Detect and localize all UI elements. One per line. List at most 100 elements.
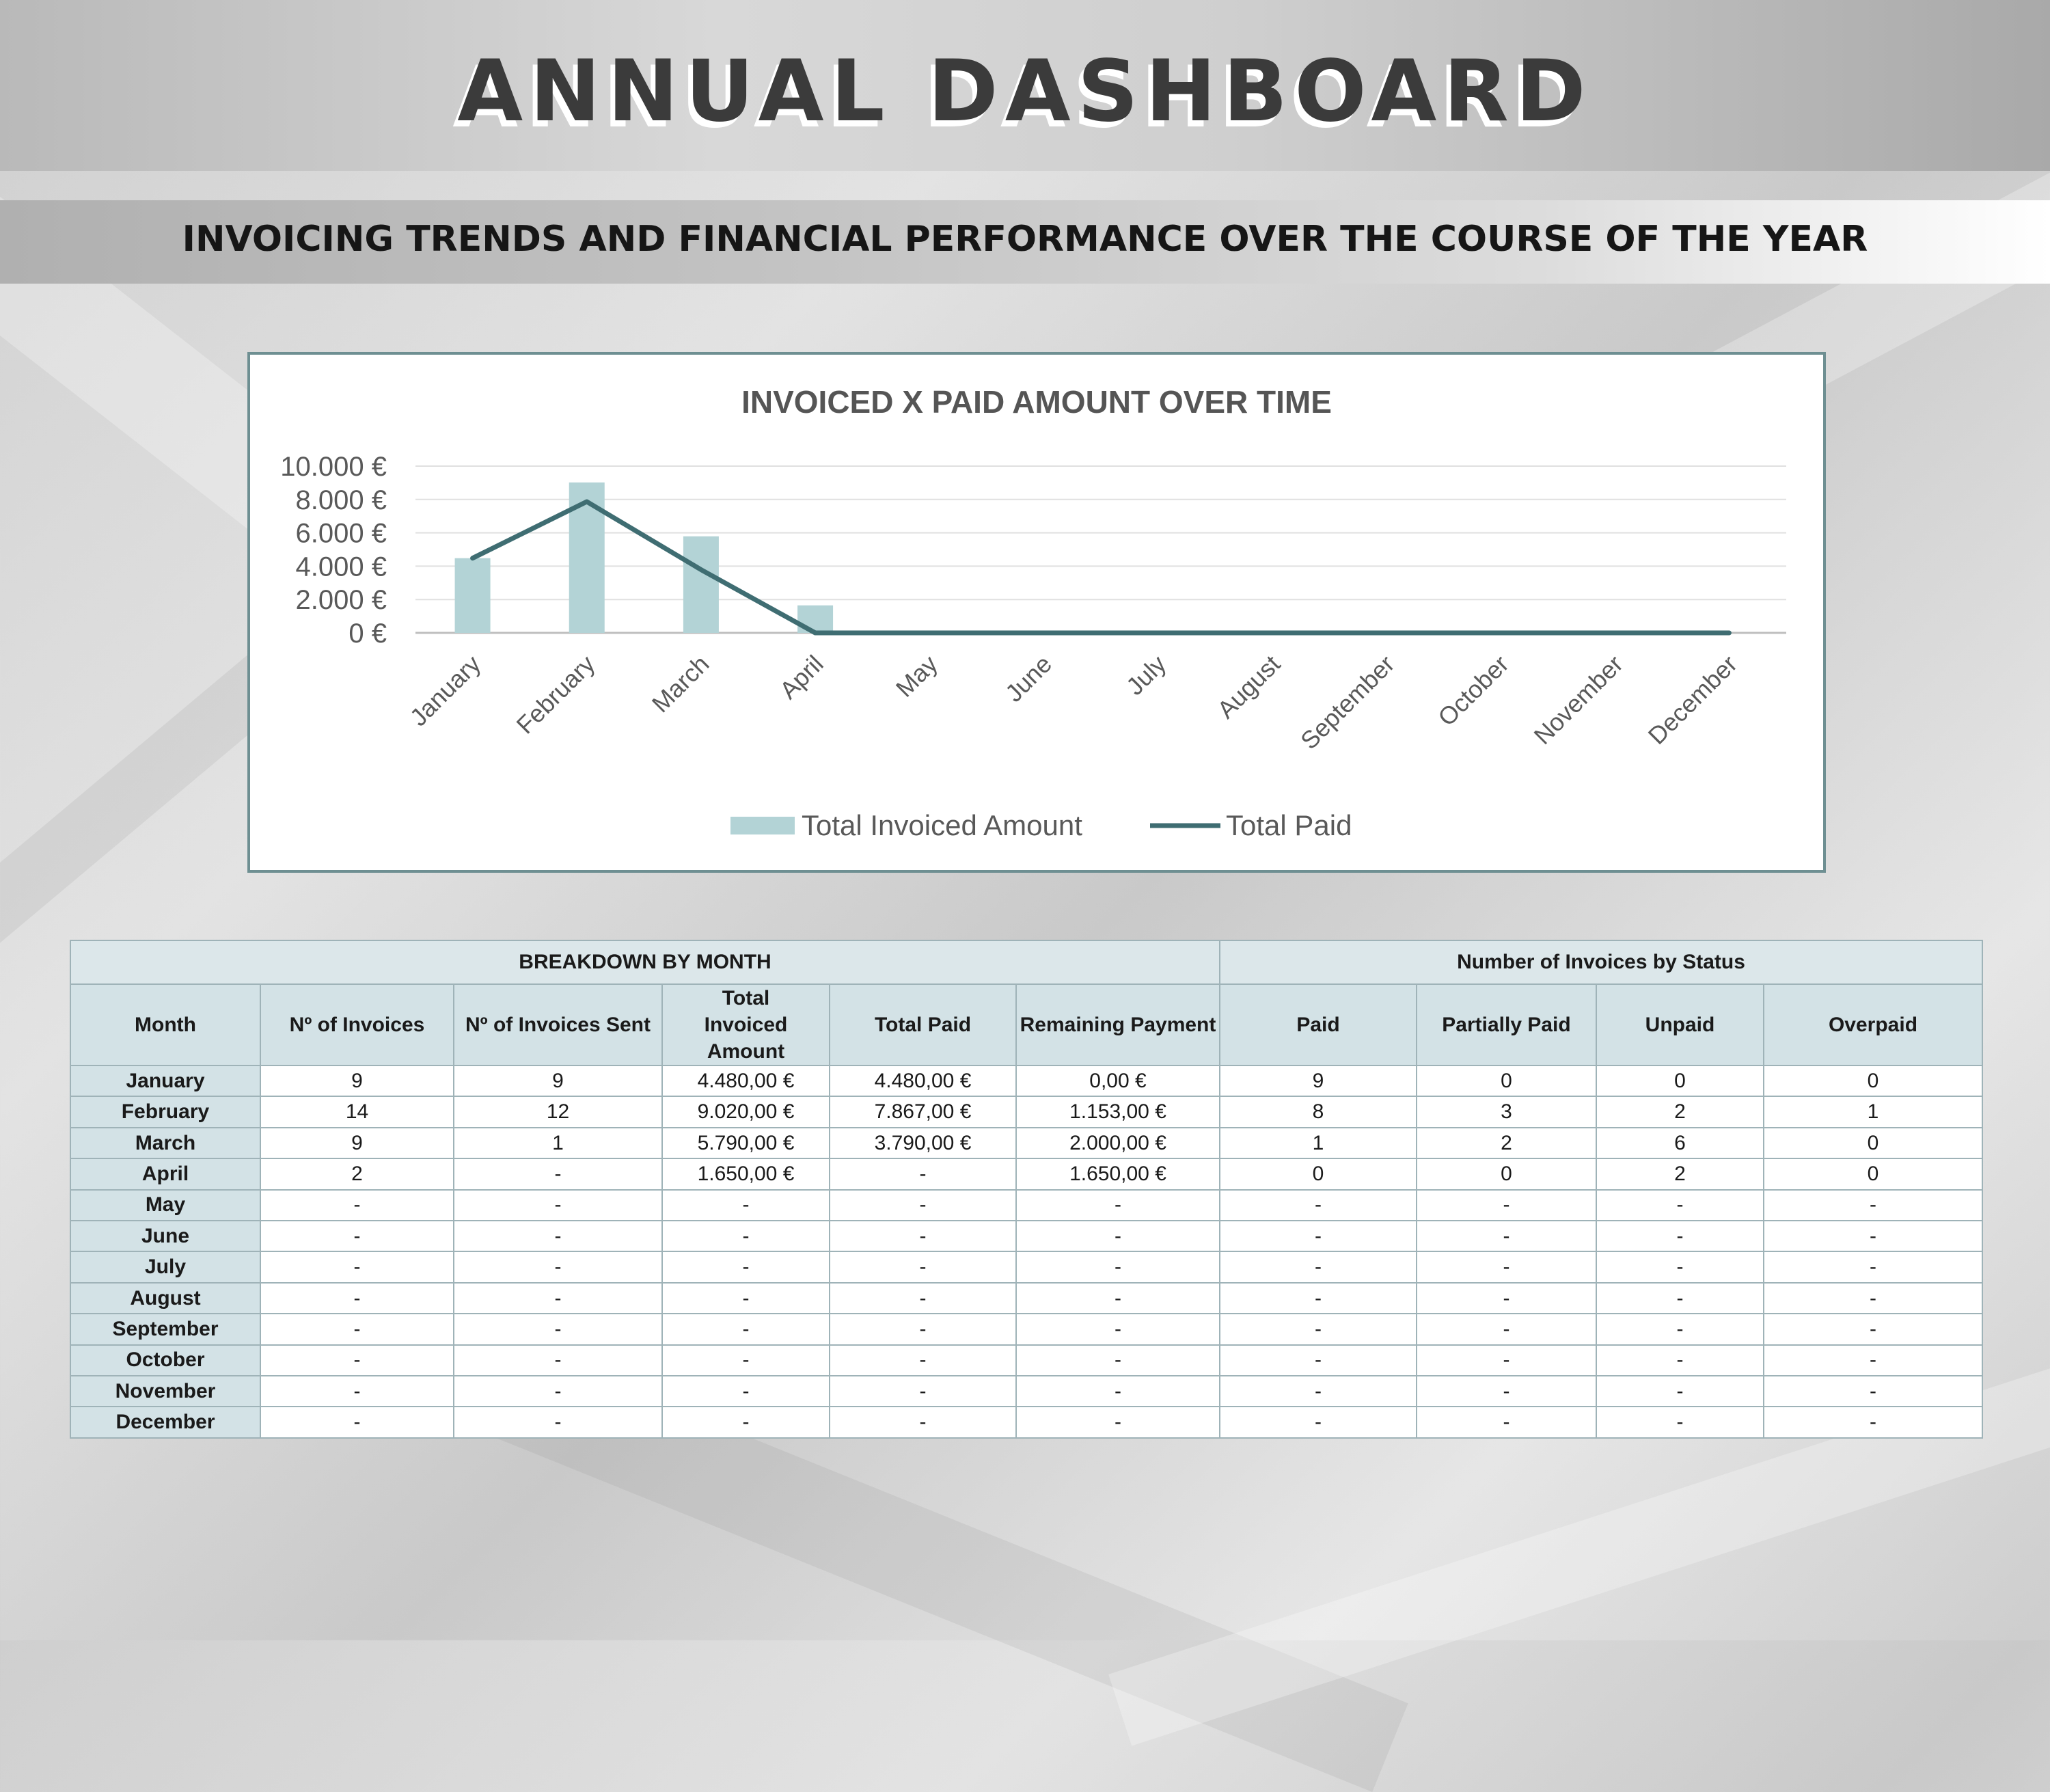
table-cell: - (1219, 1281, 1417, 1315)
series-line-total-paid (470, 499, 1732, 636)
column-header: Month (70, 983, 261, 1066)
table-cell: - (260, 1220, 454, 1253)
table-cell: - (1416, 1313, 1597, 1346)
table-row: November - - - - - - - - - (70, 1375, 1984, 1408)
table-row: February 14 12 9.020,00 €7.867,00 €1.153,00… (70, 1096, 1984, 1128)
table-cell: 3 (1416, 1096, 1597, 1128)
table-cell: 0 (1762, 1126, 1984, 1160)
table-cell: 9 (453, 1064, 663, 1098)
table-cell: 9 (260, 1126, 454, 1160)
table-cell: - (453, 1281, 663, 1315)
table-cell: - (1596, 1251, 1764, 1284)
x-tick-label: July (1121, 650, 1171, 701)
table-cell: 0 (1596, 1064, 1764, 1098)
x-tick-label: March (646, 650, 715, 718)
bar-march (683, 536, 719, 633)
table-cell: - (260, 1251, 454, 1284)
month-cell: November (70, 1375, 261, 1408)
chart-card: INVOICED X PAID AMOUNT OVER TIME 0 € 2.00… (247, 352, 1826, 873)
table-cell: 0 (1762, 1158, 1984, 1191)
x-tick-label: September (1295, 650, 1400, 755)
table-cell: 9 (260, 1064, 454, 1098)
table-cell: - (1416, 1220, 1597, 1253)
line-layer (470, 499, 1732, 636)
table-cell: 0,00 € (1015, 1064, 1220, 1098)
table-cell: 4.480,00 € (661, 1064, 830, 1098)
table-cell: - (661, 1406, 830, 1439)
month-cell: July (70, 1251, 261, 1284)
table-cell: - (1416, 1251, 1597, 1284)
table-cell: - (1762, 1220, 1984, 1253)
table-cell: - (1015, 1251, 1220, 1284)
table-cell: - (661, 1251, 830, 1284)
y-tick-label: 8.000 € (296, 485, 387, 515)
column-header: Total Invoiced Amount (661, 983, 830, 1066)
column-header: Nº of Invoices (260, 983, 454, 1066)
chart-title: INVOICED X PAID AMOUNT OVER TIME (741, 384, 1332, 420)
table-cell: - (1762, 1251, 1984, 1284)
table-cell: 2.000,00 € (1015, 1126, 1220, 1160)
bar-january (454, 558, 491, 633)
table-cell: - (1219, 1220, 1417, 1253)
table-cell: - (453, 1189, 663, 1222)
table-cell: - (661, 1375, 830, 1408)
table-cell: - (829, 1158, 1017, 1191)
table-row: October - - - - - - - - - (70, 1344, 1984, 1377)
table-cell: - (453, 1344, 663, 1377)
title-band (0, 0, 2050, 171)
table-cell: - (260, 1189, 454, 1222)
column-header: Partially Paid (1416, 983, 1597, 1066)
table-cell: - (1762, 1189, 1984, 1222)
table-cell: - (1219, 1313, 1417, 1346)
legend-swatch-invoiced (730, 817, 795, 834)
table-cell: - (1762, 1313, 1984, 1346)
table-cell: 3.790,00 € (829, 1126, 1017, 1160)
y-tick-label: 6.000 € (296, 519, 387, 549)
table-cell: 2 (260, 1158, 454, 1191)
table-cell: 2 (1596, 1096, 1764, 1128)
table-row: September - - - - - - - - - (70, 1313, 1984, 1346)
table-cell: - (1015, 1375, 1220, 1408)
table-cell: - (260, 1281, 454, 1315)
month-cell: March (70, 1126, 261, 1160)
x-tick-label: December (1643, 650, 1742, 750)
table-cell: - (1762, 1281, 1984, 1315)
x-tick-label: June (1000, 650, 1057, 707)
table-row: December - - - - - - - - - (70, 1406, 1984, 1439)
month-cell: January (70, 1064, 261, 1098)
legend-label-invoiced: Total Invoiced Amount (802, 809, 1082, 841)
x-tick-label: August (1212, 650, 1285, 724)
table-cell: - (1596, 1375, 1764, 1408)
column-header: Nº of Invoices Sent (453, 983, 663, 1066)
legend-label-paid: Total Paid (1226, 809, 1352, 841)
x-tick-label: November (1528, 650, 1628, 750)
table-cell: - (661, 1281, 830, 1315)
table-cell: 5.790,00 € (661, 1126, 830, 1160)
table-cell: - (829, 1251, 1017, 1284)
table-cell: - (1416, 1344, 1597, 1377)
column-header-row: Month Nº of Invoices Nº of Invoices Sent To… (70, 983, 1984, 1066)
table-cell: - (1762, 1375, 1984, 1408)
table-cell: - (1416, 1406, 1597, 1439)
table-cell: - (661, 1313, 830, 1346)
bar-layer (454, 482, 834, 633)
table-cell: - (1596, 1220, 1764, 1253)
chart-legend: Total Invoiced Amount Total Paid (730, 809, 1352, 841)
table-cell: - (453, 1375, 663, 1408)
month-cell: October (70, 1344, 261, 1377)
table-cell: - (661, 1189, 830, 1222)
table-cell: 12 (453, 1096, 663, 1128)
table-cell: 1.650,00 € (661, 1158, 830, 1191)
column-header: Total Paid (829, 983, 1017, 1066)
column-header: Paid (1219, 983, 1417, 1066)
table-cell: - (1596, 1406, 1764, 1439)
table-body: January 9 9 4.480,00 €4.480,00 €0,00 €9 0 0 0 F… (70, 1064, 1984, 1439)
table-cell: - (1015, 1344, 1220, 1377)
table-row: January 9 9 4.480,00 €4.480,00 €0,00 €9 0 0 0 (70, 1064, 1984, 1098)
month-cell: May (70, 1189, 261, 1222)
table-cell: - (1219, 1189, 1417, 1222)
column-header: Overpaid (1762, 983, 1984, 1066)
month-cell: June (70, 1220, 261, 1253)
table-cell: - (1596, 1344, 1764, 1377)
x-tick-label: February (511, 650, 601, 739)
